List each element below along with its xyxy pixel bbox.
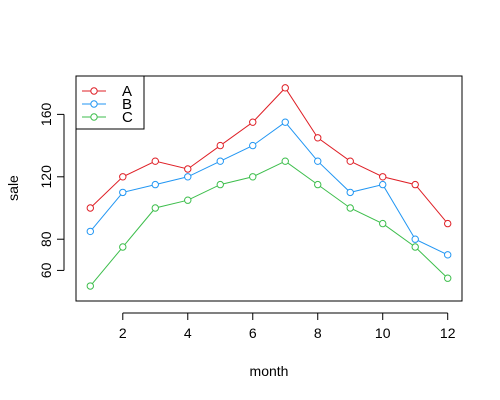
legend-label: A [122,83,132,100]
data-point [184,165,192,173]
legend-marker [90,113,98,121]
series-layer [86,84,452,290]
x-tick-label: 8 [314,325,322,341]
series-C [86,157,452,290]
data-point [151,157,159,165]
legend-marker [90,87,98,95]
data-point [411,235,419,243]
series-B [86,118,452,259]
legend-label: B [122,96,132,113]
data-point [379,219,387,228]
data-point [281,84,289,92]
data-point [411,243,419,251]
data-point [379,173,387,181]
x-tick-label: 12 [440,325,456,341]
data-point [216,157,224,165]
data-point [86,204,94,212]
data-point [249,118,257,126]
y-tick-label: 160 [38,102,54,126]
data-point [444,274,452,282]
y-tick-label: 80 [38,231,54,247]
legend-marker [90,100,98,108]
data-point [151,204,159,212]
data-point [86,282,94,290]
data-point [444,219,452,228]
data-point [444,251,452,259]
data-point [184,196,192,204]
legend: ABC [75,75,145,130]
data-point [119,188,127,197]
x-tick-label: 10 [375,325,391,341]
x-tick-label: 6 [249,325,257,341]
data-point [151,180,159,189]
data-point [346,157,354,165]
series-A [86,84,452,228]
y-axis: 60 80 120 160 [38,102,65,278]
legend-box [75,75,145,130]
legend-item: C [82,109,133,126]
x-tick-label: 2 [119,325,127,341]
data-point [314,180,322,189]
data-point [119,243,127,251]
data-point [281,157,289,165]
legend-item: B [82,96,132,113]
series-line [89,160,449,287]
y-axis-label: sale [5,175,21,201]
data-point [216,141,224,150]
legend-label: C [122,109,133,126]
x-tick-label: 4 [184,325,192,341]
y-tick-label: 120 [38,165,54,189]
x-axis: 2 4 6 8 10 12 [119,312,456,341]
data-point [249,173,257,181]
series-line [89,87,449,224]
data-point [346,204,354,212]
data-point [184,173,192,181]
data-point [411,180,419,189]
legend-item: A [82,83,132,100]
y-tick-label: 60 [38,262,54,278]
data-point [216,180,224,189]
data-point [314,134,322,142]
data-point [314,157,322,165]
data-point [346,188,354,197]
plot-frame [75,75,463,302]
data-point [379,180,387,189]
data-point [281,118,289,126]
data-point [86,227,94,236]
x-axis-label: month [250,363,289,379]
series-line [89,121,448,256]
data-point [249,141,257,150]
data-point [119,173,127,181]
